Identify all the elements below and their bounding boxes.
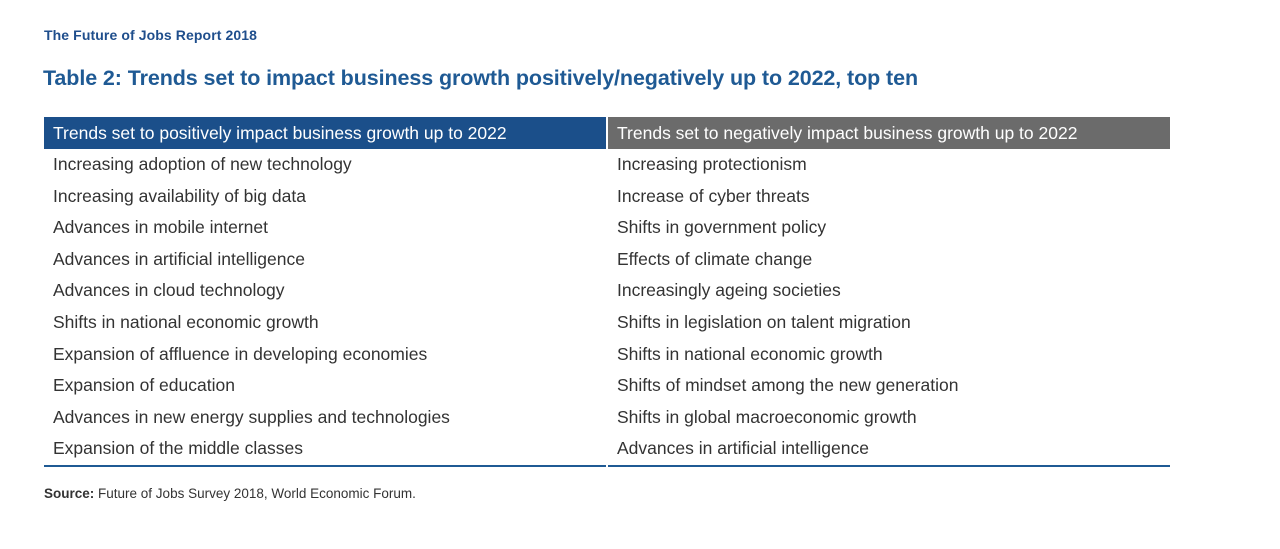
- source-text: Future of Jobs Survey 2018, World Econom…: [98, 486, 416, 501]
- negative-trend-row: Shifts of mindset among the new generati…: [617, 375, 959, 396]
- positive-trend-row: Expansion of the middle classes: [53, 438, 303, 459]
- positive-trend-row: Increasing adoption of new technology: [53, 154, 352, 174]
- positive-trend-row: Shifts in national economic growth: [53, 311, 319, 332]
- trends-table: Trends set to positively impact business…: [44, 117, 1170, 467]
- negative-trend-row: Shifts in national economic growth: [617, 343, 883, 364]
- positive-trend-row: Advances in artificial intelligence: [53, 248, 305, 269]
- negative-trend-row: Shifts in legislation on talent migratio…: [617, 311, 911, 332]
- negative-trends-column: Trends set to negatively impact business…: [608, 117, 1170, 467]
- positive-trend-row: Expansion of education: [53, 375, 235, 396]
- positive-trend-row: Expansion of affluence in developing eco…: [53, 343, 428, 364]
- negative-trend-row: Shifts in government policy: [617, 217, 827, 238]
- positive-trend-row: Advances in cloud technology: [53, 280, 285, 301]
- report-header: The Future of Jobs Report 2018: [44, 27, 258, 43]
- positive-trend-row: Increasing availability of big data: [53, 185, 306, 206]
- positive-trend-row: Advances in mobile internet: [53, 217, 268, 238]
- source-note: Source: Future of Jobs Survey 2018, Worl…: [44, 486, 416, 501]
- negative-trend-row: Shifts in global macroeconomic growth: [617, 406, 917, 427]
- negative-trend-row: Advances in artificial intelligence: [617, 438, 869, 459]
- negative-trend-row: Increase of cyber threats: [617, 185, 810, 206]
- source-label: Source:: [44, 486, 95, 501]
- positive-trend-row: Advances in new energy supplies and tech…: [53, 406, 450, 427]
- negative-trend-row: Increasingly ageing societies: [617, 280, 841, 301]
- positive-column-header: Trends set to positively impact business…: [44, 117, 606, 149]
- negative-trend-row: Effects of climate change: [617, 248, 813, 269]
- positive-trends-column: Trends set to positively impact business…: [44, 117, 606, 467]
- table-title: Table 2: Trends set to impact business g…: [43, 66, 918, 90]
- negative-trend-row: Increasing protectionism: [617, 154, 807, 174]
- negative-column-header: Trends set to negatively impact business…: [608, 117, 1170, 149]
